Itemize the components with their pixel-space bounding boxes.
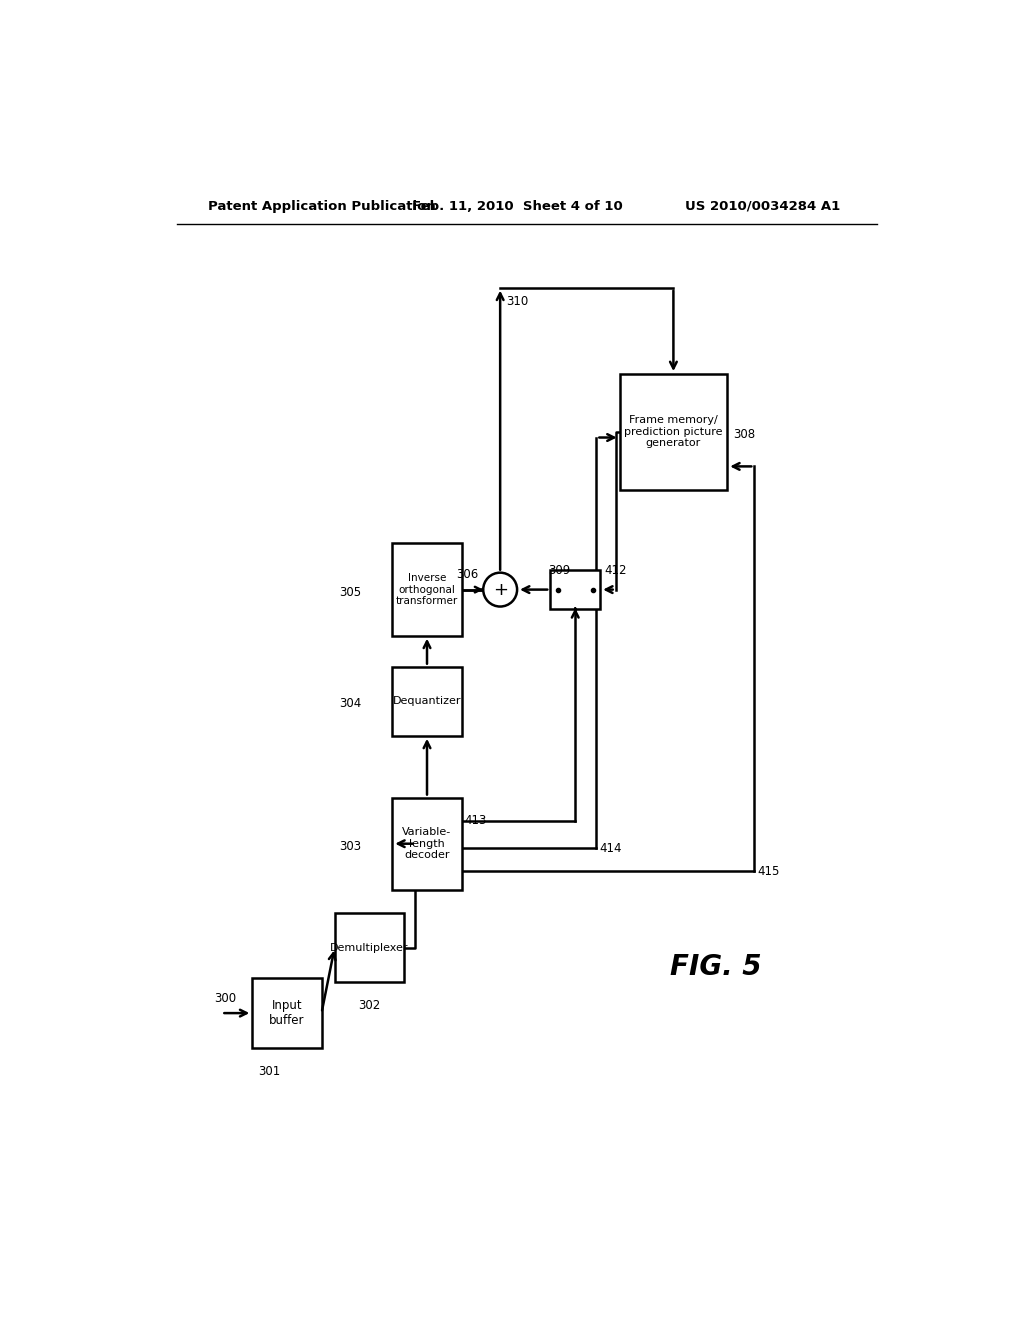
Text: 310: 310 <box>506 296 528 309</box>
Bar <box>252 978 322 1048</box>
Text: 306: 306 <box>457 568 478 581</box>
Text: 412: 412 <box>604 564 627 577</box>
Bar <box>392 667 462 737</box>
Text: Patent Application Publication: Patent Application Publication <box>208 199 435 213</box>
Text: Feb. 11, 2010  Sheet 4 of 10: Feb. 11, 2010 Sheet 4 of 10 <box>412 199 623 213</box>
Text: +: + <box>493 581 508 598</box>
Bar <box>392 544 462 636</box>
Text: 413: 413 <box>465 814 487 828</box>
Bar <box>392 797 462 890</box>
Text: 300: 300 <box>214 991 236 1005</box>
Text: 415: 415 <box>758 866 779 878</box>
Bar <box>550 570 600 609</box>
Text: 309: 309 <box>549 564 571 577</box>
Text: 301: 301 <box>258 1065 281 1077</box>
Text: Input
buffer: Input buffer <box>269 999 304 1027</box>
Text: 302: 302 <box>357 999 380 1012</box>
Text: Dequantizer: Dequantizer <box>393 696 461 706</box>
Text: 308: 308 <box>733 428 756 441</box>
Text: 414: 414 <box>599 842 622 855</box>
Text: 304: 304 <box>339 697 361 710</box>
Text: Inverse
orthogonal
transformer: Inverse orthogonal transformer <box>396 573 458 606</box>
Text: FIG. 5: FIG. 5 <box>670 953 762 981</box>
Bar <box>335 913 403 982</box>
Text: 303: 303 <box>339 840 361 853</box>
Text: Variable-
length
decoder: Variable- length decoder <box>402 828 452 861</box>
Text: US 2010/0034284 A1: US 2010/0034284 A1 <box>685 199 841 213</box>
Circle shape <box>483 573 517 607</box>
Text: 305: 305 <box>339 586 361 599</box>
Text: Frame memory/
prediction picture
generator: Frame memory/ prediction picture generat… <box>625 416 723 449</box>
Bar <box>620 374 727 490</box>
Text: Demultiplexer: Demultiplexer <box>330 942 409 953</box>
